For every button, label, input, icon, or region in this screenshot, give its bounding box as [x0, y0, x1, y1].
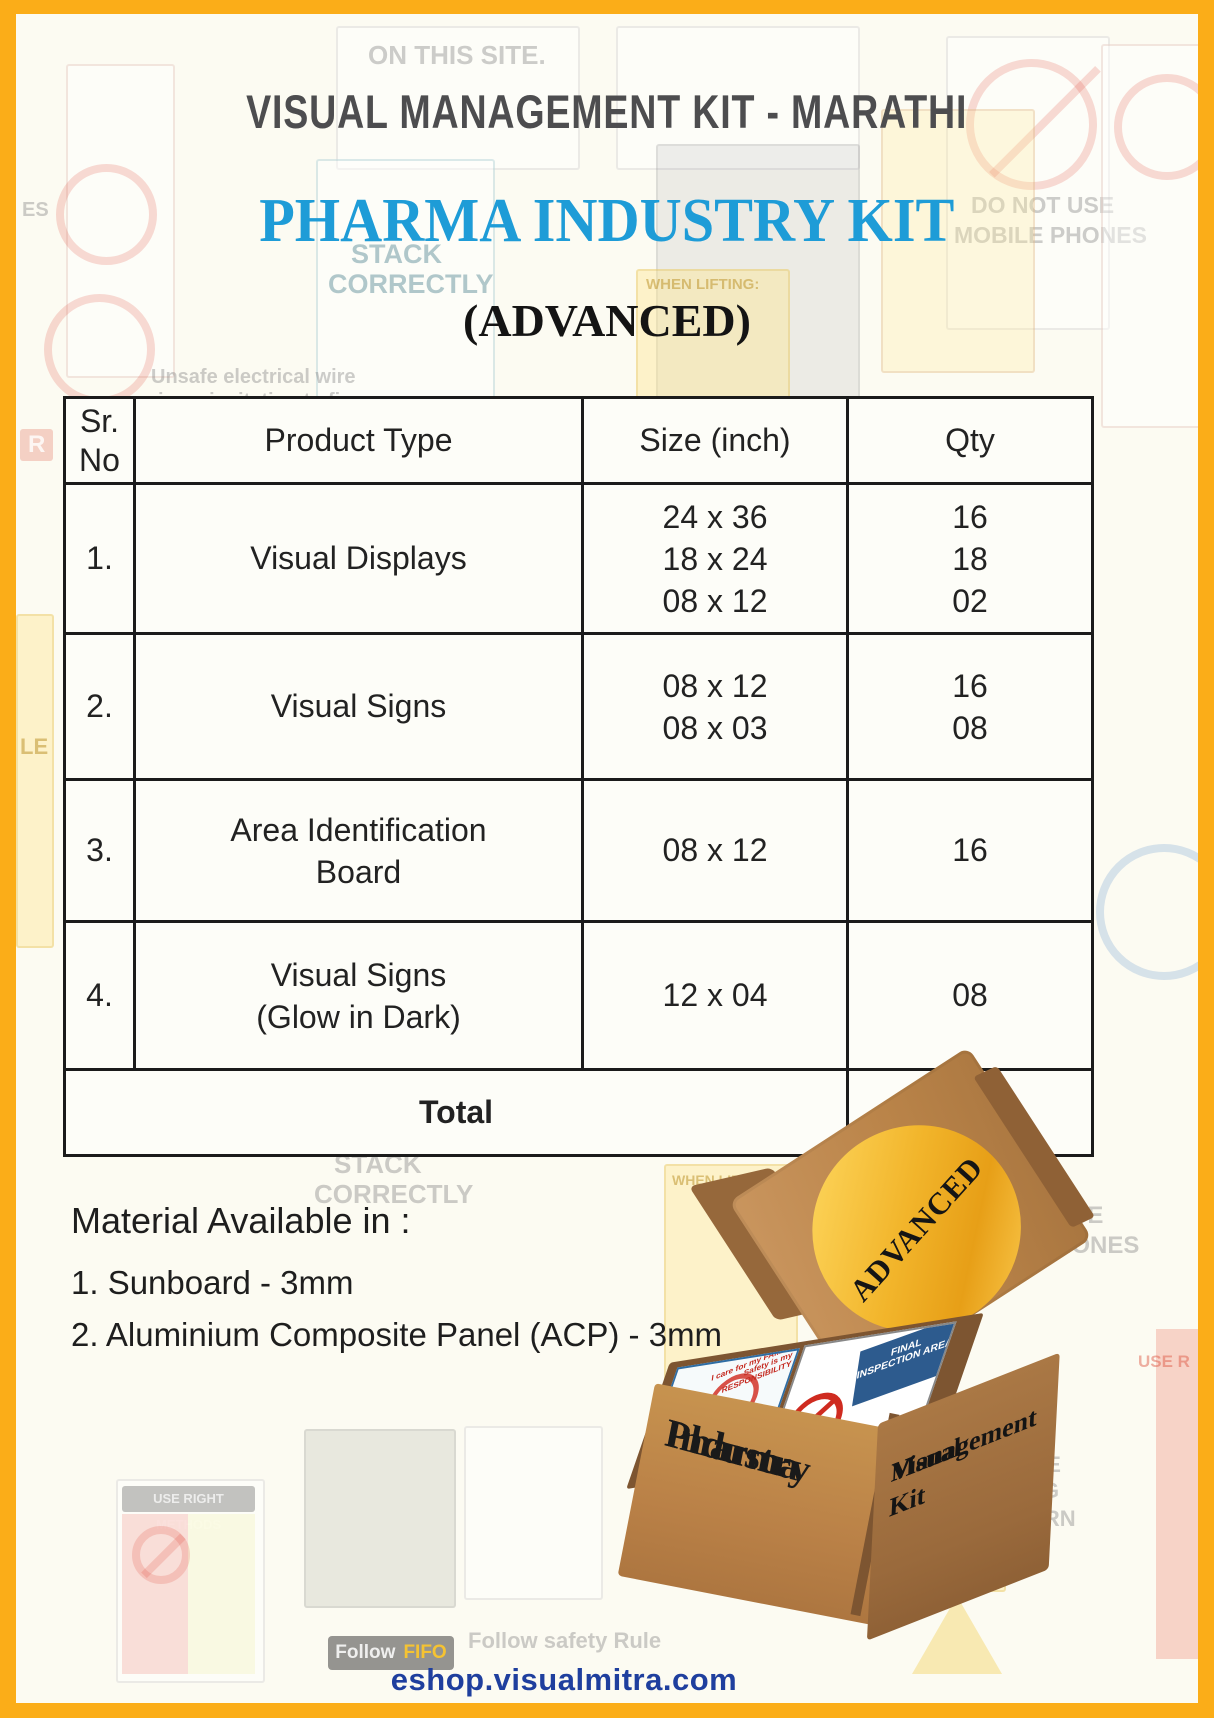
background-poster: [336, 26, 580, 170]
page-title: VISUAL MANAGEMENT KIT - MARATHI: [246, 85, 968, 138]
page-canvas: ON THIS SITE. DO NOT USE MOBILE PHONES S…: [16, 14, 1198, 1703]
page-header: VISUAL MANAGEMENT KIT - MARATHI: [16, 84, 1198, 139]
table-row: 3. Area Identification Board 08 x 12 16: [63, 778, 1094, 923]
mandatory-sign-icon: [1096, 844, 1198, 980]
cell-sizes: 12 x 04: [581, 920, 849, 1071]
background-poster: [304, 1429, 456, 1608]
cell-qtys: 16: [846, 778, 1094, 923]
cell-srno: 2.: [63, 632, 136, 781]
table-row: 4. Visual Signs (Glow in Dark) 12 x 04 0…: [63, 920, 1094, 1071]
background-poster: [881, 109, 1035, 373]
box-poster-final-inspection-text: FINAL INSPECTION AREA: [852, 1321, 957, 1407]
cell-product: Visual Signs: [133, 632, 584, 781]
no-mobile-phone-icon: [966, 59, 1097, 190]
background-poster: [616, 26, 860, 170]
footer-url: eshop.visualmitra.com: [390, 1662, 738, 1697]
table-header-row: Sr. No Product Type Size (inch) Qty: [63, 396, 1094, 485]
material-item: 2. Aluminium Composite Panel (ACP) - 3mm: [71, 1316, 723, 1353]
watermark-text: ON THIS SITE.: [368, 40, 546, 70]
material-item: 1. Sunboard - 3mm: [71, 1264, 354, 1301]
kit-variant-row: (ADVANCED): [16, 294, 1198, 347]
cell-srno: 3.: [63, 778, 136, 923]
cell-qtys: 16 18 02: [846, 482, 1094, 635]
prohibition-circle-icon: [1114, 74, 1198, 180]
watermark-text: Follow: [335, 1642, 396, 1663]
watermark-text: Unsafe electrical wire: [151, 366, 356, 388]
watermark-text: R: [20, 429, 54, 461]
cell-product: Area Identification Board: [133, 778, 584, 923]
watermark-text: STACK: [351, 239, 442, 269]
cell-srno: 4.: [63, 920, 136, 1071]
watermark-text: WHEN LIFTING:: [646, 276, 760, 293]
background-poster: [1156, 1329, 1198, 1659]
background-collage: ON THIS SITE. DO NOT USE MOBILE PHONES S…: [16, 14, 1198, 1703]
col-header-size: Size (inch): [581, 396, 849, 485]
cell-product: Visual Signs (Glow in Dark): [133, 920, 584, 1071]
kit-name: PHARMA INDUSTRY KIT: [259, 187, 955, 255]
cell-qtys: 16 08: [846, 632, 1094, 781]
watermark-text: ES: [22, 199, 49, 221]
watermark-text: CORRECTLY: [328, 269, 494, 299]
kit-subtitle-row: PHARMA INDUSTRY KIT: [16, 186, 1198, 257]
advanced-badge-label: ADVANCED: [842, 1149, 990, 1308]
watermark-text: FIFO: [403, 1642, 447, 1663]
prohibition-circle-icon: [56, 164, 157, 265]
background-poster: [16, 614, 54, 948]
watermark-text: LE: [20, 734, 49, 759]
total-label: Total: [63, 1068, 849, 1157]
cell-sizes: 08 x 12: [581, 778, 849, 923]
kit-variant: (ADVANCED): [463, 295, 751, 346]
wrong-mark-icon: [132, 1526, 190, 1584]
background-poster: [116, 1479, 265, 1683]
table-row: 2. Visual Signs 08 x 12 08 x 03 16 08: [63, 632, 1094, 781]
watermark-text: USE RIGHT METHODS: [122, 1486, 255, 1532]
cell-product: Visual Displays: [133, 482, 584, 635]
material-heading: Material Available in :: [71, 1200, 411, 1241]
product-box-illustration: ADVANCED I care for my FAMILY Safety is …: [616, 1046, 1096, 1641]
watermark-text: Follow safety Rule: [468, 1628, 662, 1653]
col-header-product-type: Product Type: [133, 396, 584, 485]
table-row: 1. Visual Displays 24 x 36 18 x 24 08 x …: [63, 482, 1094, 635]
col-header-srno: Sr. No: [63, 396, 136, 485]
watermark-text: CORRECTLY: [314, 1179, 474, 1209]
watermark-text: MOBILE PHONES: [954, 222, 1147, 248]
cell-sizes: 24 x 36 18 x 24 08 x 12: [581, 482, 849, 635]
cell-sizes: 08 x 12 08 x 03: [581, 632, 849, 781]
cell-qtys: 08: [846, 920, 1094, 1071]
watermark-text: DO NOT USE: [971, 192, 1115, 218]
background-poster: Follow FIFO: [328, 1636, 454, 1670]
cell-srno: 1.: [63, 482, 136, 635]
watermark-text: USE R: [1138, 1352, 1190, 1371]
background-poster: [464, 1426, 603, 1600]
background-poster: [188, 1514, 255, 1674]
product-table: Sr. No Product Type Size (inch) Qty 1. V…: [63, 396, 1094, 1157]
col-header-qty: Qty: [846, 396, 1094, 485]
